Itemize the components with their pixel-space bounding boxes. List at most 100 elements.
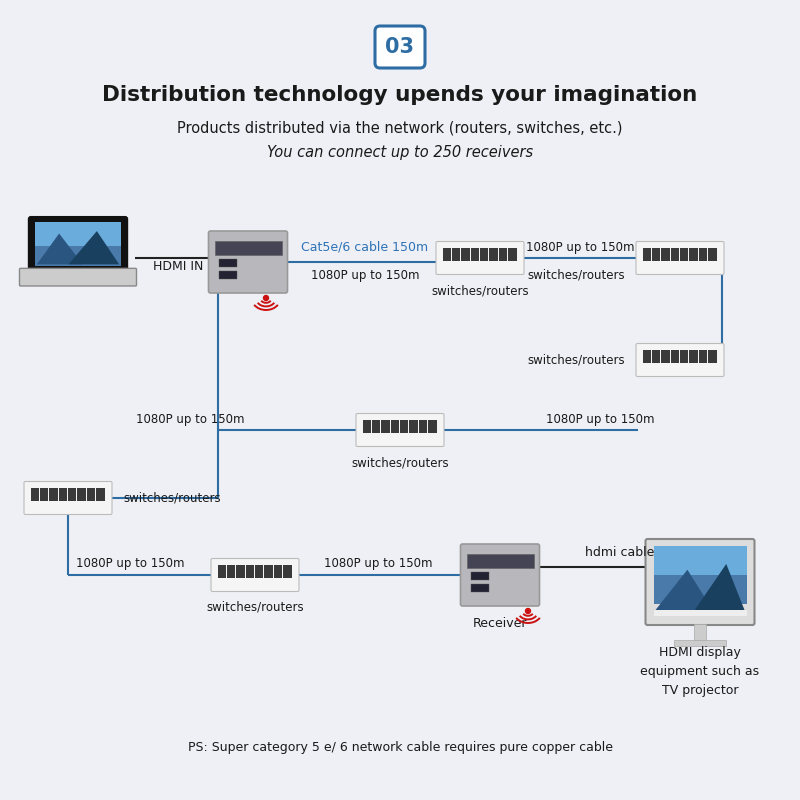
- FancyBboxPatch shape: [375, 26, 425, 68]
- FancyBboxPatch shape: [356, 414, 444, 446]
- Bar: [642, 247, 651, 261]
- Text: 1080P up to 150m: 1080P up to 150m: [76, 558, 184, 570]
- Bar: [35, 246, 121, 266]
- FancyBboxPatch shape: [24, 482, 112, 514]
- Bar: [466, 554, 534, 568]
- FancyBboxPatch shape: [646, 539, 754, 625]
- Bar: [390, 419, 399, 433]
- Bar: [400, 419, 408, 433]
- Bar: [264, 565, 273, 578]
- FancyBboxPatch shape: [211, 558, 299, 591]
- Bar: [480, 247, 488, 261]
- Bar: [654, 610, 746, 616]
- Bar: [680, 350, 688, 363]
- Bar: [652, 247, 660, 261]
- Bar: [78, 487, 86, 501]
- Bar: [218, 565, 226, 578]
- Text: 1080P up to 150m: 1080P up to 150m: [324, 558, 432, 570]
- Bar: [662, 247, 670, 261]
- Bar: [246, 565, 254, 578]
- Bar: [654, 546, 746, 574]
- Text: You can connect up to 250 receivers: You can connect up to 250 receivers: [267, 145, 533, 159]
- Bar: [490, 247, 498, 261]
- Bar: [674, 640, 726, 646]
- Bar: [670, 247, 679, 261]
- Bar: [690, 350, 698, 363]
- Bar: [58, 487, 67, 501]
- FancyBboxPatch shape: [436, 242, 524, 274]
- Bar: [86, 487, 95, 501]
- Bar: [698, 350, 707, 363]
- Bar: [694, 624, 706, 640]
- Bar: [35, 222, 121, 246]
- Bar: [470, 572, 489, 580]
- Bar: [670, 350, 679, 363]
- Bar: [508, 247, 517, 261]
- FancyBboxPatch shape: [209, 231, 287, 293]
- Text: 1080P up to 150m: 1080P up to 150m: [310, 269, 419, 282]
- Text: switches/routers: switches/routers: [206, 601, 304, 614]
- Bar: [708, 247, 717, 261]
- FancyBboxPatch shape: [19, 268, 137, 286]
- Bar: [654, 574, 746, 603]
- Bar: [470, 584, 489, 592]
- Bar: [214, 241, 282, 255]
- Bar: [652, 350, 660, 363]
- Text: 1080P up to 150m: 1080P up to 150m: [136, 413, 244, 426]
- Text: Products distributed via the network (routers, switches, etc.): Products distributed via the network (ro…: [178, 121, 622, 135]
- Text: 03: 03: [386, 37, 414, 57]
- Bar: [498, 247, 507, 261]
- Bar: [218, 271, 237, 279]
- Polygon shape: [37, 234, 82, 264]
- Text: switches/routers: switches/routers: [351, 456, 449, 469]
- Text: HDMI IN: HDMI IN: [153, 259, 203, 273]
- Bar: [30, 487, 39, 501]
- Bar: [690, 247, 698, 261]
- Bar: [96, 487, 105, 501]
- Text: PS: Super category 5 e/ 6 network cable requires pure copper cable: PS: Super category 5 e/ 6 network cable …: [187, 742, 613, 754]
- Polygon shape: [655, 570, 713, 610]
- Bar: [452, 247, 460, 261]
- Bar: [470, 247, 479, 261]
- Text: Distribution technology upends your imagination: Distribution technology upends your imag…: [102, 85, 698, 105]
- Bar: [274, 565, 282, 578]
- Bar: [462, 247, 470, 261]
- Text: Cat5e/6 cable 150m: Cat5e/6 cable 150m: [302, 241, 429, 254]
- Bar: [382, 419, 390, 433]
- Bar: [283, 565, 291, 578]
- Bar: [236, 565, 245, 578]
- Polygon shape: [694, 564, 745, 610]
- Text: 1080P up to 150m: 1080P up to 150m: [546, 413, 654, 426]
- Bar: [227, 565, 235, 578]
- Circle shape: [263, 295, 269, 301]
- Bar: [410, 419, 418, 433]
- Bar: [698, 247, 707, 261]
- Bar: [50, 487, 58, 501]
- FancyBboxPatch shape: [636, 343, 724, 377]
- FancyBboxPatch shape: [461, 544, 539, 606]
- Bar: [418, 419, 427, 433]
- Circle shape: [526, 609, 530, 614]
- Text: Receiver: Receiver: [473, 617, 527, 630]
- Bar: [40, 487, 48, 501]
- Bar: [68, 487, 76, 501]
- Text: switches/routers: switches/routers: [431, 284, 529, 297]
- Bar: [708, 350, 717, 363]
- Bar: [662, 350, 670, 363]
- Text: switches/routers: switches/routers: [123, 491, 221, 505]
- Bar: [372, 419, 380, 433]
- Bar: [255, 565, 263, 578]
- Text: switches/routers: switches/routers: [527, 268, 625, 281]
- Bar: [218, 259, 237, 267]
- Bar: [642, 350, 651, 363]
- Text: HDMI display
equipment such as
TV projector: HDMI display equipment such as TV projec…: [641, 646, 759, 697]
- Bar: [362, 419, 371, 433]
- Polygon shape: [69, 231, 119, 264]
- Bar: [680, 247, 688, 261]
- Bar: [428, 419, 437, 433]
- FancyBboxPatch shape: [636, 242, 724, 274]
- Text: switches/routers: switches/routers: [527, 354, 625, 366]
- FancyBboxPatch shape: [29, 217, 127, 270]
- Text: 1080P up to 150m: 1080P up to 150m: [526, 241, 634, 254]
- Text: hdmi cable: hdmi cable: [586, 546, 654, 559]
